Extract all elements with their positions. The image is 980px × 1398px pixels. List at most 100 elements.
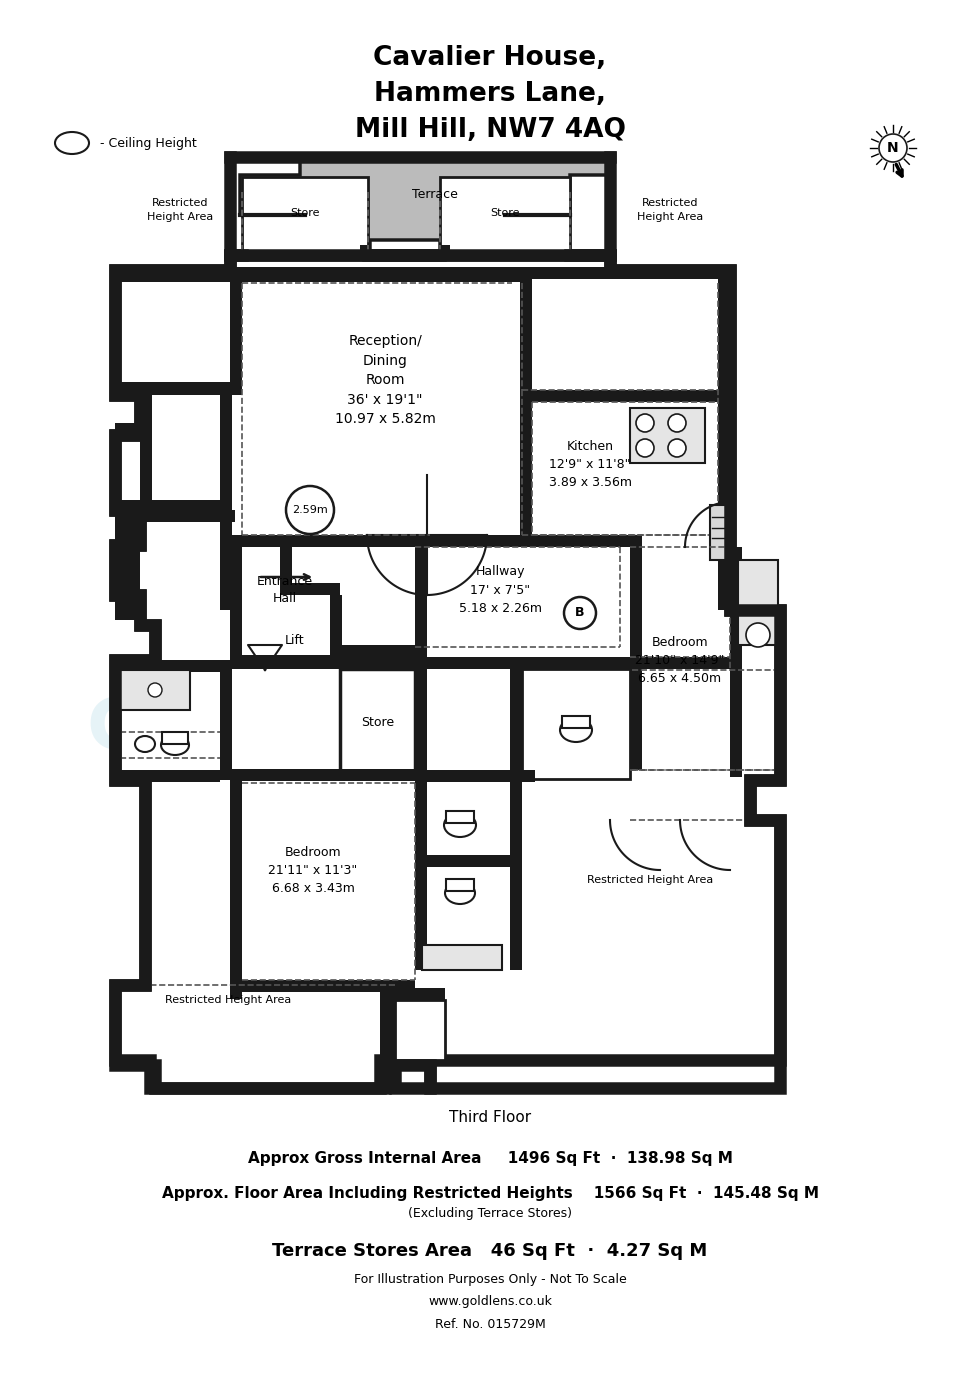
Bar <box>220 396 232 610</box>
Circle shape <box>564 597 596 629</box>
Text: N: N <box>887 141 899 155</box>
Bar <box>738 561 778 644</box>
Ellipse shape <box>445 882 475 905</box>
Text: B: B <box>575 607 585 619</box>
Bar <box>380 988 395 1060</box>
Bar <box>562 716 590 728</box>
Text: Hallway
17' x 7'5"
5.18 x 2.26m: Hallway 17' x 7'5" 5.18 x 2.26m <box>459 566 542 615</box>
Bar <box>280 583 340 596</box>
Text: Entrance
Hall: Entrance Hall <box>257 575 313 605</box>
Bar <box>140 382 152 435</box>
Ellipse shape <box>55 131 89 154</box>
Bar <box>115 424 140 435</box>
Text: Restricted
Height Area: Restricted Height Area <box>147 199 213 222</box>
Text: &: & <box>301 763 349 816</box>
Circle shape <box>668 414 686 432</box>
Bar <box>330 644 415 657</box>
Bar <box>230 535 630 547</box>
Text: - Ceiling Height: - Ceiling Height <box>100 137 197 150</box>
Text: (Excluding Terrace Stores): (Excluding Terrace Stores) <box>408 1208 572 1220</box>
Ellipse shape <box>161 735 189 755</box>
Text: Lift: Lift <box>285 633 305 646</box>
Bar <box>340 670 415 777</box>
Bar <box>630 657 730 670</box>
Text: GODFREY: GODFREY <box>86 695 473 765</box>
Bar <box>510 657 522 777</box>
Circle shape <box>879 134 907 162</box>
Bar <box>230 267 730 280</box>
Bar <box>520 390 730 403</box>
Bar <box>140 435 152 510</box>
Bar <box>242 178 368 253</box>
Bar <box>415 657 427 777</box>
Bar <box>115 510 140 619</box>
Bar <box>415 644 427 657</box>
Text: Terrace Stores Area   46 Sq Ft  ·  4.27 Sq M: Terrace Stores Area 46 Sq Ft · 4.27 Sq M <box>272 1241 708 1260</box>
Bar <box>520 390 532 535</box>
Text: For Illustration Purposes Only - Not To Scale: For Illustration Purposes Only - Not To … <box>354 1274 626 1286</box>
Bar <box>230 656 410 667</box>
Circle shape <box>746 624 770 647</box>
Text: Restricted Height Area: Restricted Height Area <box>165 995 291 1005</box>
Text: Store: Store <box>290 208 319 218</box>
Text: 2.59m: 2.59m <box>292 505 328 514</box>
Polygon shape <box>115 254 780 1088</box>
Bar <box>415 770 427 970</box>
Bar <box>520 535 580 547</box>
Text: Approx Gross Internal Area     1496 Sq Ft  ·  138.98 Sq M: Approx Gross Internal Area 1496 Sq Ft · … <box>248 1151 732 1166</box>
Text: Bedroom
21'11" x 11'3"
6.68 x 3.43m: Bedroom 21'11" x 11'3" 6.68 x 3.43m <box>269 846 358 895</box>
Bar <box>230 270 242 396</box>
Text: Reception/
Dining
Room
36' x 19'1"
10.97 x 5.82m: Reception/ Dining Room 36' x 19'1" 10.97… <box>334 334 435 426</box>
Bar <box>630 535 642 565</box>
Bar <box>446 811 474 823</box>
Bar <box>162 733 188 744</box>
Ellipse shape <box>135 735 155 752</box>
Bar <box>522 670 630 779</box>
Bar <box>115 510 235 521</box>
Bar <box>415 770 535 781</box>
Text: Ref. No. 015729M: Ref. No. 015729M <box>434 1317 546 1331</box>
Bar <box>730 547 742 777</box>
Bar <box>115 660 220 672</box>
Bar <box>115 500 230 513</box>
Text: Cavalier House,
Hammers Lane,
Mill Hill, NW7 4AQ: Cavalier House, Hammers Lane, Mill Hill,… <box>355 45 625 143</box>
Bar <box>115 770 220 781</box>
Text: Terrace: Terrace <box>412 189 458 201</box>
Bar <box>115 382 230 396</box>
Bar <box>360 245 370 254</box>
Bar <box>115 270 230 282</box>
Text: Restricted Height Area: Restricted Height Area <box>587 875 713 885</box>
Bar <box>220 660 232 780</box>
Bar <box>710 505 730 561</box>
Bar <box>510 770 522 970</box>
Text: Third Floor: Third Floor <box>449 1110 531 1125</box>
Text: Kitchen
12'9" x 11'8"
3.89 x 3.56m: Kitchen 12'9" x 11'8" 3.89 x 3.56m <box>549 440 631 489</box>
Bar <box>395 988 445 1000</box>
Circle shape <box>636 414 654 432</box>
Bar <box>422 945 502 970</box>
Bar <box>415 856 510 867</box>
Bar <box>395 1000 445 1060</box>
Ellipse shape <box>560 719 592 742</box>
Bar <box>510 657 630 670</box>
Bar <box>230 769 242 1000</box>
Circle shape <box>286 487 334 534</box>
Bar <box>718 390 730 535</box>
Bar <box>446 879 474 891</box>
Text: Restricted
Height Area: Restricted Height Area <box>637 199 703 222</box>
Bar <box>230 535 242 665</box>
Circle shape <box>148 684 162 698</box>
Bar <box>230 980 415 993</box>
Bar <box>120 670 190 710</box>
Text: Approx. Floor Area Including Restricted Heights    1566 Sq Ft  ·  145.48 Sq M: Approx. Floor Area Including Restricted … <box>162 1186 818 1201</box>
Text: Store: Store <box>362 717 395 730</box>
Bar <box>440 245 450 254</box>
Bar <box>415 547 427 647</box>
Text: Bedroom
21'10" x 14'9"
6.65 x 4.50m: Bedroom 21'10" x 14'9" 6.65 x 4.50m <box>635 636 724 685</box>
Bar <box>280 547 292 596</box>
Bar <box>718 270 730 610</box>
Bar <box>630 545 642 770</box>
Bar <box>230 657 730 670</box>
Bar <box>230 535 330 547</box>
Polygon shape <box>240 157 610 254</box>
